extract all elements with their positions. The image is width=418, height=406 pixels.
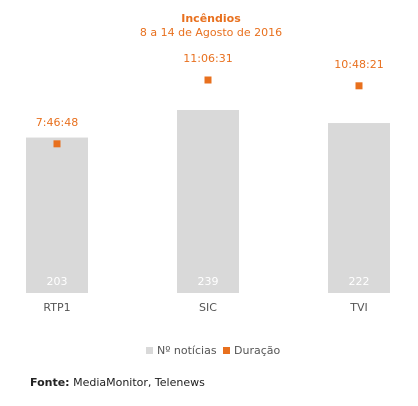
bar-sic [177, 110, 239, 293]
duration-marker-sic [204, 76, 212, 84]
legend-swatch-duracao [223, 347, 230, 354]
x-tick-tvi: TVI [349, 301, 368, 314]
chart-subtitle: 8 a 14 de Agosto de 2016 [140, 26, 282, 39]
bar-label-sic: 239 [198, 275, 219, 288]
source-text: MediaMonitor, Telenews [73, 376, 205, 389]
x-tick-rtp1: RTP1 [43, 301, 70, 314]
legend-label-duracao: Duração [234, 344, 280, 357]
duration-label-rtp1: 7:46:48 [36, 116, 78, 129]
chart-title: Incêndios [181, 12, 241, 25]
legend-swatch-noticias [146, 347, 153, 354]
duration-marker-rtp1 [53, 140, 61, 148]
bar-label-tvi: 222 [349, 275, 370, 288]
source-note: Fonte: MediaMonitor, Telenews [30, 376, 205, 389]
bar-tvi [328, 123, 390, 293]
bar-rtp1 [26, 137, 88, 293]
legend-label-noticias: Nº notícias [157, 344, 217, 357]
duration-label-sic: 11:06:31 [183, 52, 232, 65]
x-tick-sic: SIC [199, 301, 217, 314]
source-label: Fonte: [30, 376, 70, 389]
duration-label-tvi: 10:48:21 [334, 58, 383, 71]
bar-label-rtp1: 203 [47, 275, 68, 288]
duration-marker-tvi [355, 82, 363, 90]
